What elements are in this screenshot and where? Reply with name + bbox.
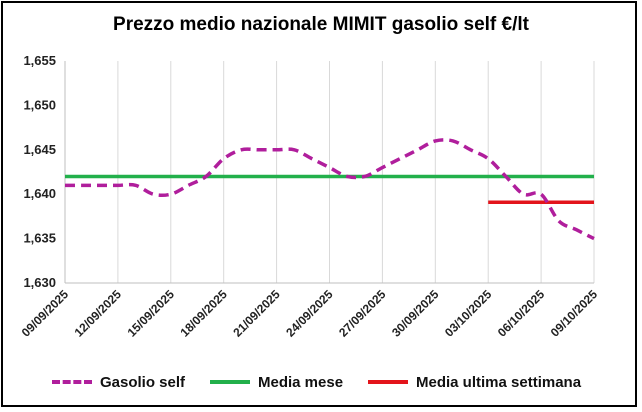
- legend-label-gasolio-self: Gasolio self: [100, 373, 186, 391]
- legend-swatch-gasolio-self: [52, 380, 92, 384]
- x-tick-label: 09/10/2025: [548, 287, 601, 340]
- y-tick-label: 1,635: [23, 231, 56, 246]
- x-tick-label: 30/09/2025: [389, 287, 442, 340]
- y-tick-label: 1,630: [23, 275, 56, 290]
- y-tick-label: 1,640: [23, 186, 56, 201]
- legend: Gasolio self Media mese Media ultima set…: [0, 371, 642, 393]
- grid-lines: [64, 61, 595, 283]
- legend-swatch-media-ultima-settimana: [368, 380, 408, 384]
- series-line-gasolio-self: [64, 138, 595, 241]
- y-tick-label: 1,645: [23, 142, 56, 157]
- legend-item-media-mese: Media mese: [210, 371, 343, 393]
- y-tick-label: 1,655: [23, 53, 56, 68]
- y-tick-label: 1,650: [23, 97, 56, 112]
- x-tick-label: 18/09/2025: [177, 287, 230, 340]
- series-lines: [64, 138, 595, 241]
- x-tick-label: 24/09/2025: [283, 287, 336, 340]
- x-tick-label: 12/09/2025: [72, 287, 125, 340]
- axis: [64, 61, 594, 284]
- x-tick-label: 21/09/2025: [230, 287, 283, 340]
- x-axis-ticks: 09/09/2025 12/09/2025 15/09/2025 18/09/2025…: [19, 287, 601, 340]
- chart-title: Prezzo medio nazionale MIMIT gasolio sel…: [113, 14, 529, 35]
- x-tick-label: 09/09/2025: [19, 287, 72, 340]
- x-tick-label: 06/10/2025: [495, 287, 548, 340]
- legend-item-gasolio-self: Gasolio self: [52, 371, 185, 393]
- legend-item-media-ultima-settimana: Media ultima settimana: [368, 371, 581, 393]
- legend-label-media-ultima-settimana: Media ultima settimana: [416, 373, 582, 391]
- legend-label-media-mese: Media mese: [258, 373, 344, 391]
- chart-frame: [1, 1, 637, 407]
- x-tick-label: 27/09/2025: [336, 287, 389, 340]
- x-tick-label: 03/10/2025: [442, 287, 495, 340]
- legend-swatch-media-mese: [210, 380, 250, 384]
- x-tick-label: 15/09/2025: [125, 287, 178, 340]
- y-axis-ticks: 1,630 1,635 1,640 1,645 1,650 1,655: [23, 53, 56, 290]
